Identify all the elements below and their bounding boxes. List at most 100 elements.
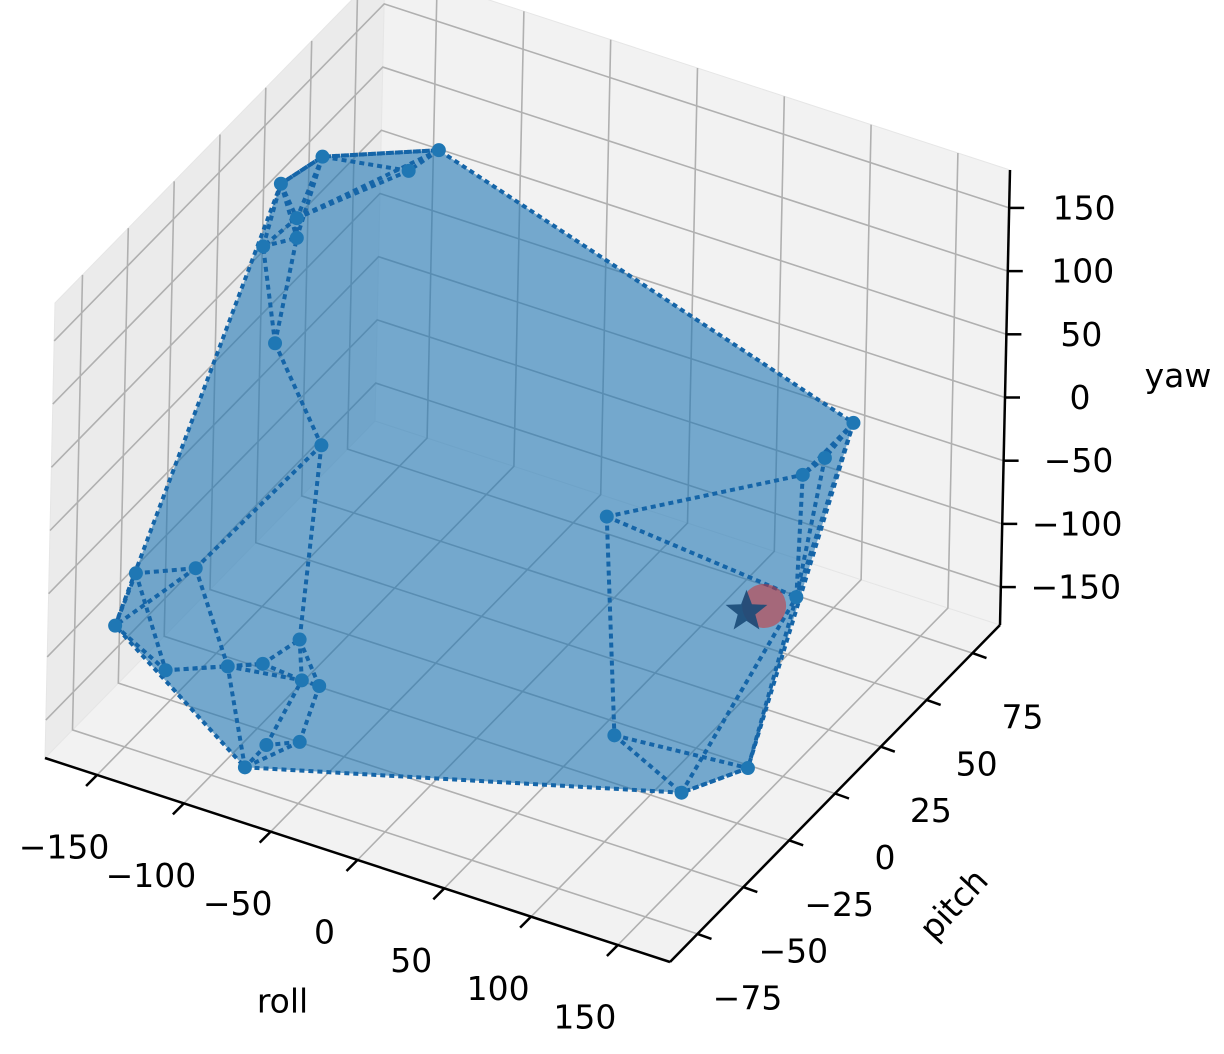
y-tick bbox=[742, 885, 758, 894]
point bbox=[273, 176, 288, 191]
hull-edge bbox=[113, 566, 197, 628]
x-tick-label: −100 bbox=[106, 856, 197, 895]
hull-edge bbox=[227, 664, 303, 683]
hull-edge bbox=[823, 421, 856, 460]
x-tick-label: 0 bbox=[314, 913, 335, 952]
x-tick-label: 50 bbox=[390, 941, 432, 980]
hull-edge bbox=[322, 154, 409, 173]
point bbox=[795, 467, 810, 482]
y-tick bbox=[697, 932, 712, 941]
point bbox=[789, 590, 804, 605]
point bbox=[128, 566, 143, 581]
hull-edge bbox=[264, 679, 304, 747]
grid-line bbox=[50, 129, 1007, 468]
z-tick-label: 100 bbox=[1051, 252, 1114, 291]
z-tick-label: 50 bbox=[1060, 315, 1102, 354]
hull-edge bbox=[801, 421, 855, 477]
point bbox=[431, 143, 446, 158]
x-tick bbox=[345, 859, 359, 872]
hull-edge bbox=[606, 472, 804, 519]
x-axis-label: roll bbox=[257, 982, 308, 1021]
grid-line bbox=[117, 228, 744, 888]
point bbox=[846, 415, 861, 430]
point bbox=[220, 659, 235, 674]
x-tick-label: 100 bbox=[467, 969, 530, 1008]
hull-edge bbox=[297, 445, 324, 640]
point bbox=[256, 239, 271, 254]
hull-edge bbox=[794, 474, 805, 598]
hull-edge bbox=[261, 661, 303, 683]
point bbox=[292, 734, 307, 749]
hull-edge bbox=[604, 516, 617, 736]
hull-edge bbox=[194, 443, 323, 570]
point bbox=[817, 450, 832, 465]
point bbox=[294, 673, 309, 688]
x-tick bbox=[172, 802, 185, 816]
y-tick-label: −50 bbox=[759, 932, 829, 971]
z-tick-label: −100 bbox=[1032, 504, 1123, 543]
hull-edge bbox=[134, 572, 168, 671]
point bbox=[259, 738, 274, 753]
y-tick-label: 25 bbox=[910, 791, 952, 830]
x-tick-label: −150 bbox=[19, 828, 110, 867]
x-tick bbox=[519, 915, 532, 929]
z-tick-label: 0 bbox=[1070, 378, 1091, 417]
z-tick-label: 150 bbox=[1053, 188, 1116, 227]
hull-edge bbox=[278, 183, 299, 239]
x-tick bbox=[258, 830, 272, 844]
point bbox=[315, 149, 330, 164]
hull-edge bbox=[613, 733, 749, 770]
x-tick bbox=[85, 774, 98, 787]
y-tick bbox=[880, 745, 896, 753]
grid-line bbox=[52, 66, 1009, 405]
hull-edge bbox=[273, 342, 324, 447]
point bbox=[255, 656, 270, 671]
hull-edge bbox=[261, 183, 283, 247]
y-tick bbox=[834, 792, 850, 800]
point bbox=[740, 761, 755, 776]
z-tick-label: −150 bbox=[1031, 568, 1122, 607]
y-axis-label: pitch bbox=[911, 861, 996, 948]
point bbox=[674, 785, 689, 800]
star-marker bbox=[725, 589, 768, 630]
hull-edge bbox=[244, 740, 301, 770]
z-tick-label: −50 bbox=[1044, 441, 1114, 480]
hull-edge bbox=[297, 639, 304, 681]
point bbox=[158, 663, 173, 678]
hull-edge bbox=[297, 685, 322, 743]
hull-edge bbox=[679, 596, 799, 794]
point bbox=[312, 678, 327, 693]
hull-edge bbox=[113, 572, 138, 627]
hull-edge bbox=[296, 169, 410, 220]
y-tick bbox=[926, 698, 942, 707]
hull-edge bbox=[680, 766, 749, 795]
grid-line bbox=[617, 152, 959, 946]
hull-edge bbox=[113, 624, 167, 672]
x-tick-label: 150 bbox=[553, 998, 616, 1037]
hull-edge bbox=[225, 666, 247, 768]
hull-edge bbox=[261, 216, 299, 248]
point bbox=[237, 760, 252, 775]
x-tick bbox=[432, 887, 446, 901]
point bbox=[188, 561, 203, 576]
y-tick-label: 0 bbox=[875, 838, 896, 877]
grid-line bbox=[53, 2, 1010, 342]
x-tick-label: −50 bbox=[203, 884, 273, 923]
hull-edge bbox=[135, 566, 196, 576]
hull-edge bbox=[613, 733, 683, 795]
y-tick bbox=[972, 651, 987, 660]
hull-edge bbox=[261, 637, 301, 666]
hull-edge bbox=[261, 246, 278, 344]
hull-edge bbox=[605, 514, 798, 599]
point bbox=[599, 509, 614, 524]
point bbox=[401, 163, 416, 178]
hull-edge bbox=[794, 457, 827, 598]
y-tick-label: −25 bbox=[804, 885, 874, 924]
hull-edge bbox=[322, 148, 439, 159]
hull-edge bbox=[794, 422, 856, 598]
grid-line bbox=[530, 124, 872, 918]
z-axis-label: yaw bbox=[1145, 356, 1212, 395]
y-tick-label: −75 bbox=[713, 978, 783, 1017]
y-tick bbox=[788, 839, 804, 847]
y-tick-label: 50 bbox=[956, 744, 998, 783]
